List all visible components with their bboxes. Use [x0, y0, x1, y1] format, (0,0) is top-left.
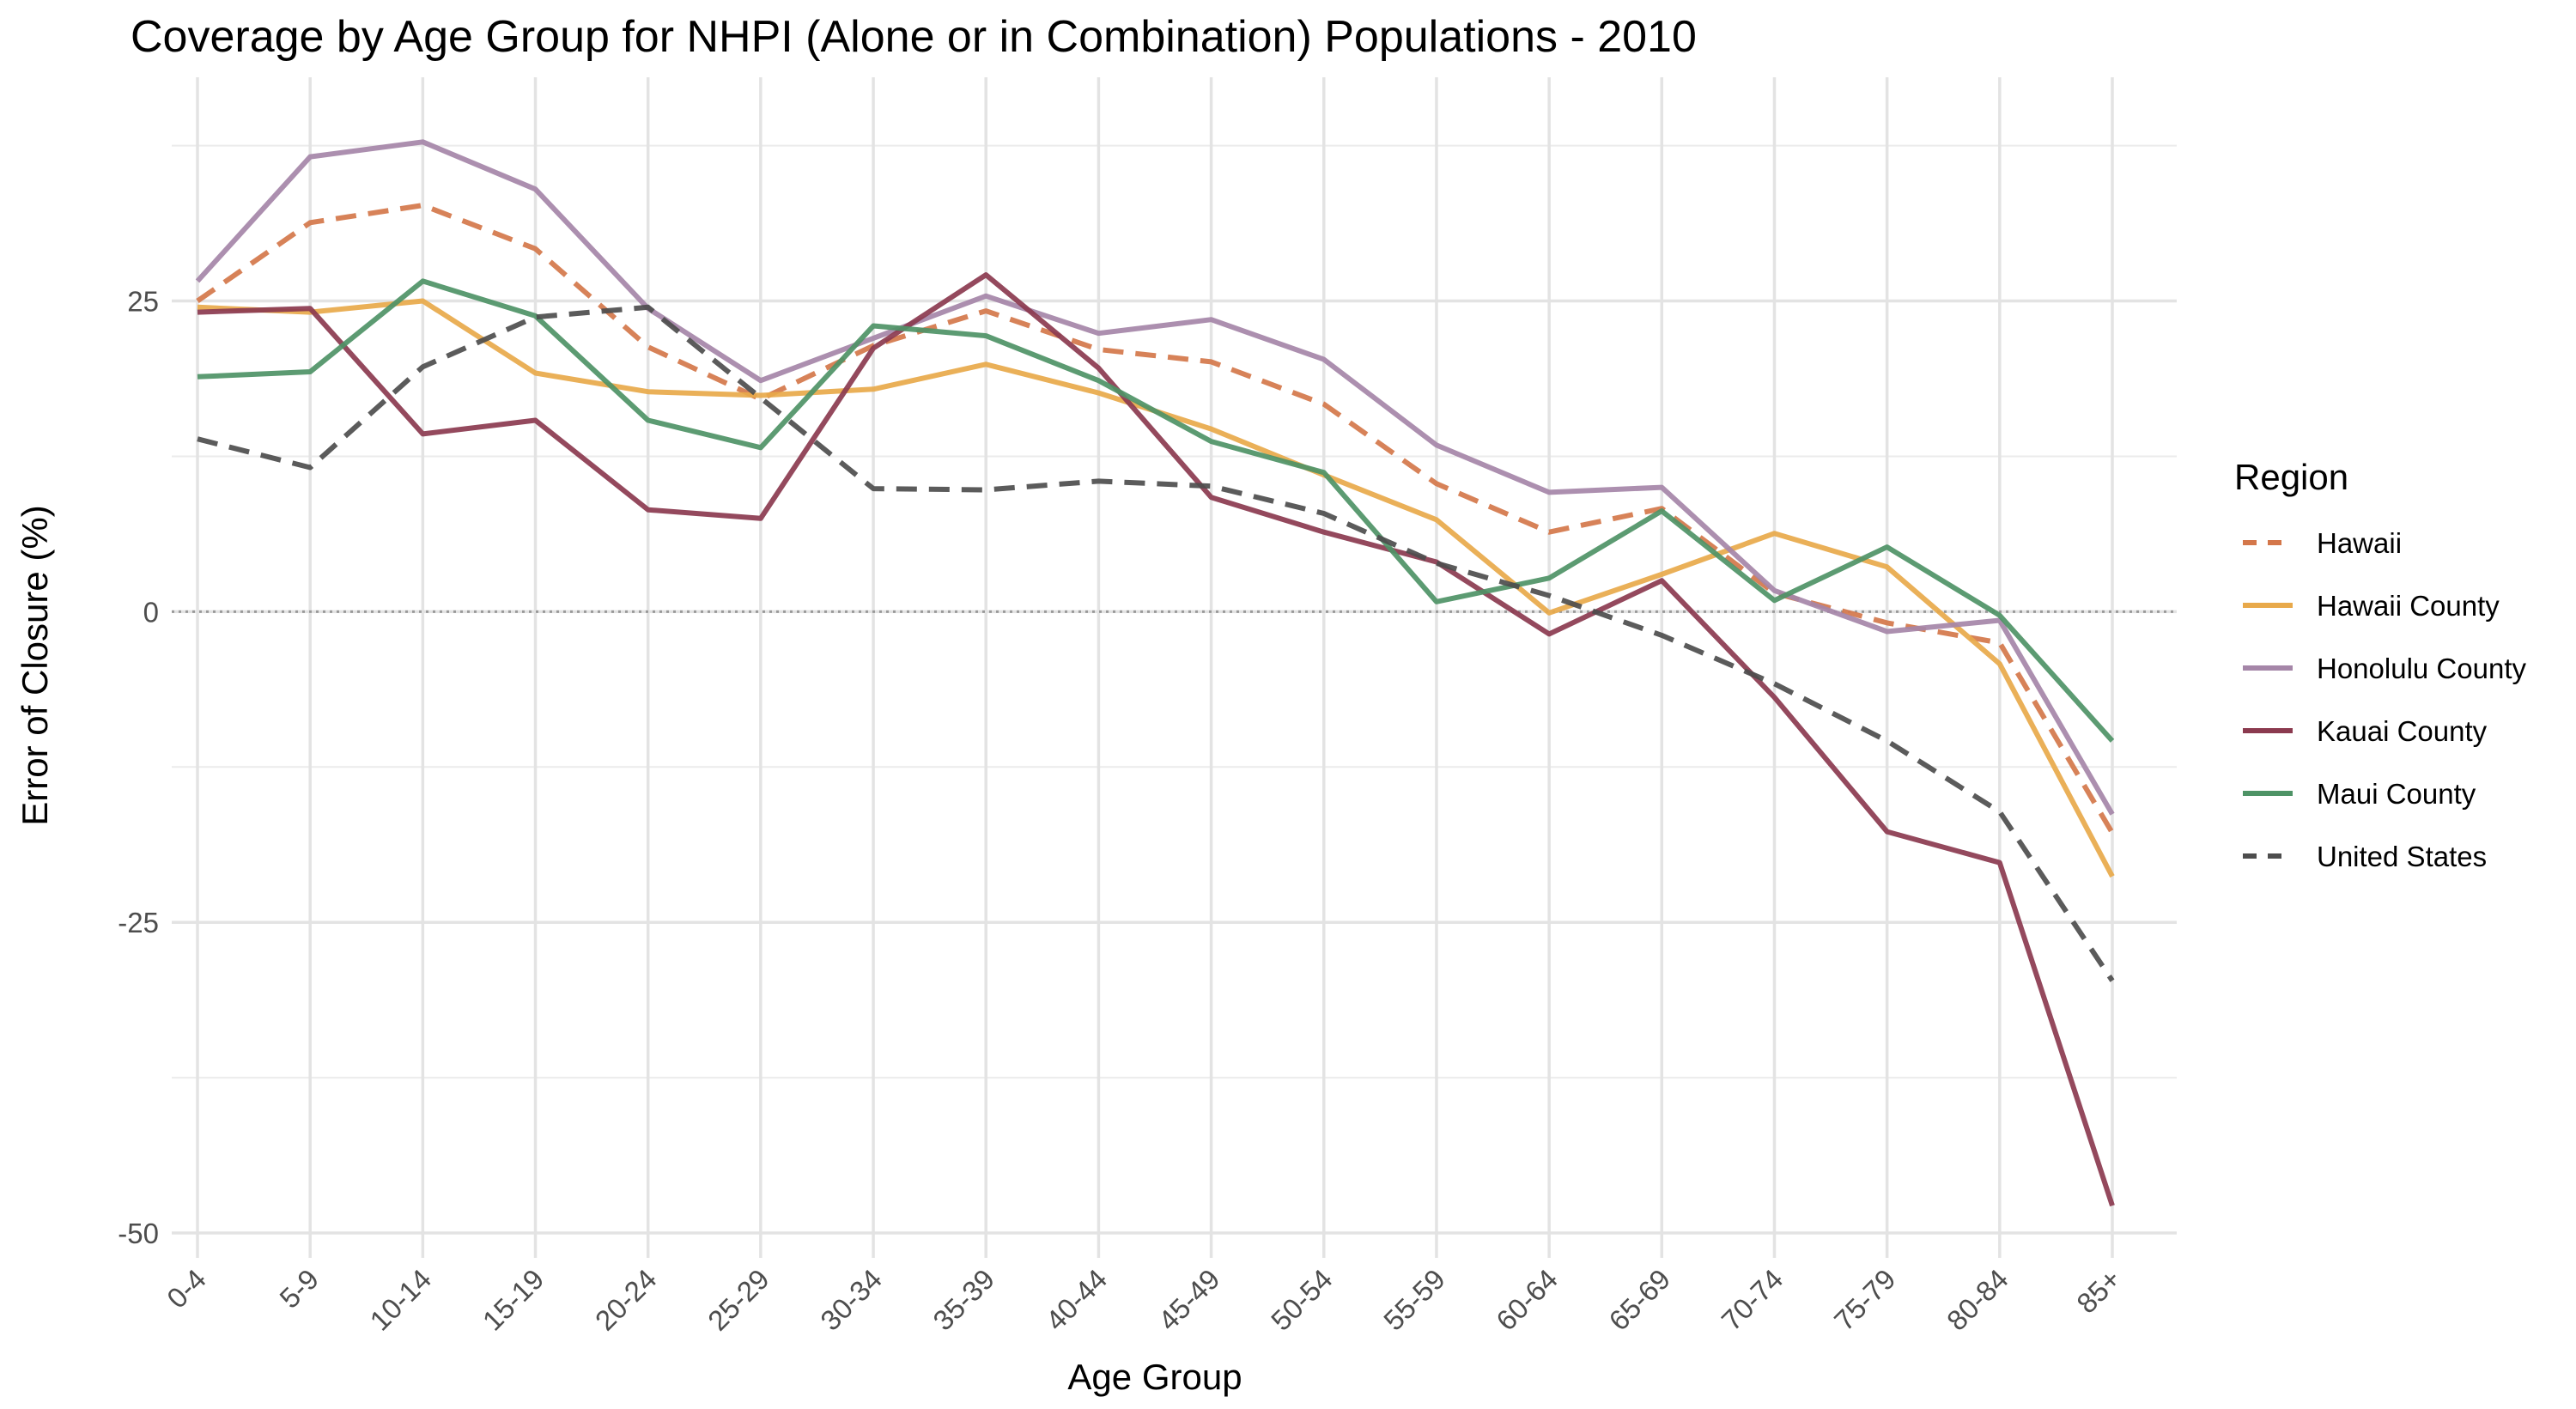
- y-tick-label: -50: [118, 1218, 159, 1249]
- x-tick-label: 75-79: [1828, 1263, 1902, 1337]
- x-tick-label: 15-19: [477, 1263, 550, 1337]
- x-tick-label: 25-29: [702, 1263, 775, 1337]
- x-tick-label: 10-14: [363, 1263, 437, 1337]
- x-tick-label: 60-64: [1490, 1263, 1564, 1337]
- y-tick-label: 0: [143, 596, 159, 628]
- legend-label: Hawaii: [2317, 527, 2402, 559]
- y-axis-title: Error of Closure (%): [15, 505, 55, 825]
- x-tick-label: 0-4: [161, 1263, 212, 1315]
- x-tick-label: 65-69: [1602, 1263, 1676, 1337]
- x-tick-label: 85+: [2070, 1263, 2127, 1320]
- x-axis-title: Age Group: [1067, 1357, 1242, 1397]
- series-lines: [195, 139, 2115, 1207]
- x-tick-label: 50-54: [1265, 1263, 1339, 1337]
- legend: Region Hawaii Hawaii County Honolulu Count…: [2234, 457, 2526, 872]
- chart-title: Coverage by Age Group for NHPI (Alone or…: [131, 12, 1697, 62]
- series-line-kauai-county: [197, 272, 2115, 1207]
- y-tick-label: -25: [118, 907, 159, 938]
- y-tick-label: 25: [127, 286, 159, 318]
- x-tick-label: 5-9: [273, 1263, 325, 1315]
- x-tick-label: 30-34: [814, 1263, 888, 1337]
- legend-label: Hawaii County: [2317, 590, 2500, 622]
- x-tick-label: 45-49: [1152, 1263, 1226, 1337]
- x-tick-label: 55-59: [1377, 1263, 1451, 1337]
- legend-label: United States: [2317, 841, 2487, 872]
- series-line-honolulu-county: [195, 139, 2115, 816]
- series-line-maui-county: [197, 278, 2115, 743]
- series-line-united-states: [197, 304, 2115, 982]
- x-tick-label: 80-84: [1941, 1263, 2014, 1337]
- legend-label: Honolulu County: [2317, 653, 2526, 684]
- x-tick-label: 70-74: [1716, 1263, 1789, 1337]
- legend-label: Maui County: [2317, 778, 2476, 810]
- legend-label: Kauai County: [2317, 715, 2488, 747]
- grid: [172, 77, 2177, 1258]
- x-tick-label: 35-39: [927, 1263, 1000, 1337]
- legend-title: Region: [2234, 457, 2348, 497]
- x-tick-label: 40-44: [1040, 1263, 1114, 1337]
- x-tick-label: 20-24: [589, 1263, 663, 1337]
- x-axis-ticks: 0-4 5-9 10-14 15-19 20-24 25-29 30-34 35-39 40-4…: [161, 1263, 2127, 1337]
- y-axis-ticks: -50 -25 0 25: [118, 286, 159, 1250]
- series-line-hawaii-county: [197, 298, 2115, 878]
